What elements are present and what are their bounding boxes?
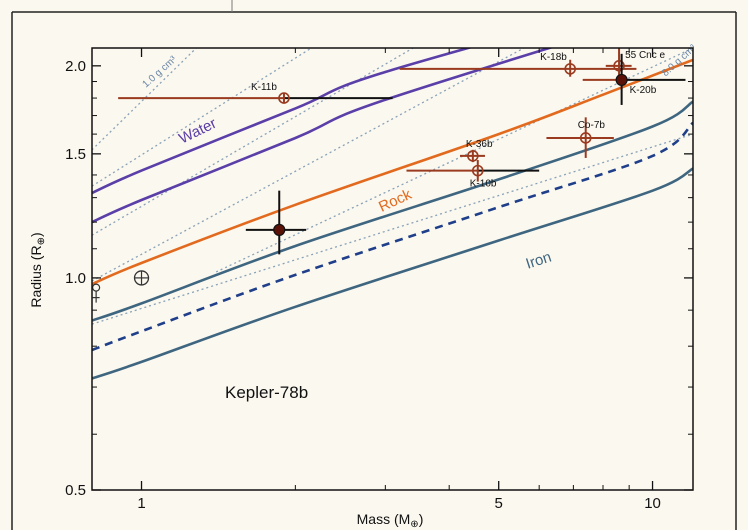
x-tick-label-10: 10 xyxy=(644,495,661,512)
planet-label-k-10b: K-10b xyxy=(470,179,497,190)
planet-k-20b-marker xyxy=(615,73,628,87)
y-tick-label-0: 0.5 xyxy=(65,482,86,499)
density-line-2 xyxy=(92,48,414,236)
planet-55-cnc-e-marker xyxy=(613,60,625,72)
planet-k-18b-marker xyxy=(564,63,576,75)
composition-curve-iron xyxy=(92,167,693,380)
planet-co-7b-marker xyxy=(579,132,592,144)
density-lines xyxy=(92,48,693,325)
density-line-4 xyxy=(92,133,693,325)
y-tick-label-3: 2.0 xyxy=(65,58,86,75)
density-line-3 xyxy=(92,48,525,282)
planet-k-36b-marker xyxy=(467,150,479,162)
density-line-1 xyxy=(92,48,312,187)
planet-points xyxy=(92,48,686,303)
planet-label-k-11b: K-11b xyxy=(251,82,277,93)
planet-label-k-18b: K-18b xyxy=(540,52,567,63)
planet-label-55-cnc-e: 55 Cnc e xyxy=(625,50,665,61)
plot-area-border xyxy=(91,47,694,491)
annotation-kepler-78b: Kepler-78b xyxy=(225,383,308,402)
planet-label-co-7b: Co-7b xyxy=(578,120,606,131)
planet-label-k-36b: K-36b xyxy=(466,139,493,150)
axes: 1 5 10 0.5 1.0 1.5 2.0 xyxy=(65,48,693,512)
x-axis-title: Mass (M⊕) xyxy=(357,511,424,530)
x-tick-label-5: 5 xyxy=(495,495,503,512)
density-line-0 xyxy=(92,48,197,151)
planet-label-k-20b: K-20b xyxy=(630,85,657,96)
y-tick-label-1: 1.0 xyxy=(65,270,86,287)
y-axis-title: Radius (R⊕) xyxy=(28,232,47,307)
x-tick-label-1: 1 xyxy=(137,495,145,512)
density-line-5 xyxy=(215,48,693,273)
y-tick-label-2: 1.5 xyxy=(65,146,86,163)
composition-curve-4 xyxy=(92,121,693,352)
composition-curve-3 xyxy=(92,100,693,322)
composition-curve-rock xyxy=(92,58,693,286)
planet-kepler-78b-marker xyxy=(273,223,286,236)
composition-curves xyxy=(92,48,693,380)
planet-k-10b-marker xyxy=(471,164,484,177)
planet-k-11b-marker xyxy=(278,92,290,104)
